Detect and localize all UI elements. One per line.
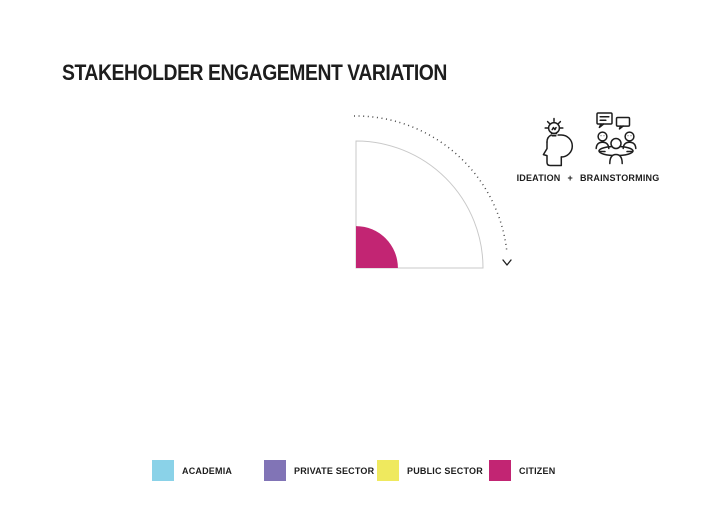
stage-labels: IDEATION + BRAINSTORMING: [516, 173, 660, 183]
page-title: STAKEHOLDER ENGAGEMENT VARIATION: [62, 60, 447, 85]
brainstorming-icon: [595, 112, 637, 165]
legend-item-citizen: CITIZEN: [489, 460, 555, 481]
legend-swatch-private-sector: [264, 460, 286, 481]
stage-label-separator: +: [567, 173, 573, 183]
chart-wedges: [356, 226, 398, 268]
legend-swatch-citizen: [489, 460, 511, 481]
legend-label-citizen: CITIZEN: [519, 465, 556, 476]
legend-label-academia: ACADEMIA: [182, 465, 233, 476]
legend-swatch-public-sector: [377, 460, 399, 481]
stage-label-brainstorming: BRAINSTORMING: [579, 173, 660, 183]
legend-item-public-sector: PUBLIC SECTOR: [377, 460, 483, 481]
legend-label-public-sector: PUBLIC SECTOR: [407, 465, 483, 476]
ideation-icon: [542, 117, 573, 167]
chart-wedge-citizen: [356, 226, 398, 268]
chart-guide-arrow-icon: [502, 259, 512, 266]
stage-label-ideation: IDEATION: [516, 173, 561, 183]
legend-label-private-sector: PRIVATE SECTOR: [294, 465, 375, 476]
radial-chart-svg: [353, 115, 512, 269]
legend-item-private-sector: PRIVATE SECTOR: [264, 460, 374, 481]
stage-indicator: IDEATION + BRAINSTORMING: [516, 108, 660, 183]
legend: ACADEMIA PRIVATE SECTOR PUBLIC SECTOR CI…: [0, 460, 714, 484]
legend-item-academia: ACADEMIA: [152, 460, 232, 481]
stage-icons: [518, 108, 658, 168]
chart-sector-outline: [355, 140, 484, 269]
legend-swatch-academia: [152, 460, 174, 481]
